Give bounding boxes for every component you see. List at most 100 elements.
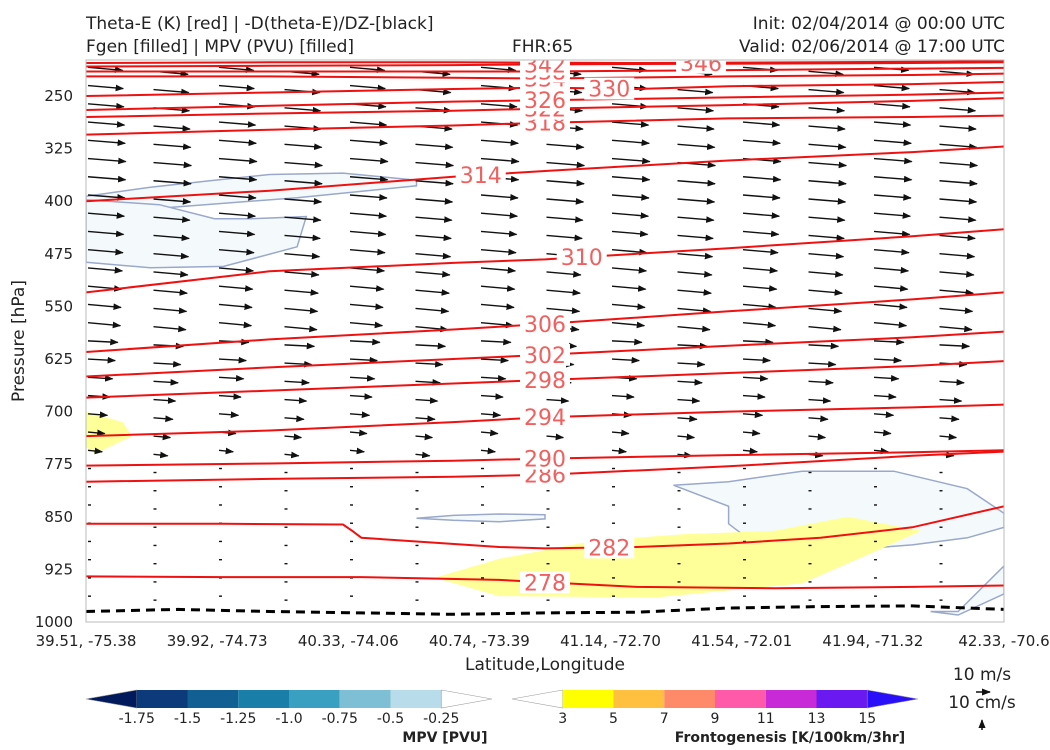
wind-vector: [742, 266, 779, 274]
y-tick-label: 550: [44, 297, 73, 315]
contour-label-bg: [520, 369, 570, 392]
wind-vector: [218, 66, 255, 74]
wind-vector: [1005, 231, 1041, 234]
x-tick-label: 39.51, -75.38: [36, 632, 137, 650]
wind-vector: [873, 303, 908, 311]
wind-vector: [611, 338, 643, 346]
wind-vector: [87, 139, 126, 147]
theta-e-label-310: 310: [561, 246, 603, 271]
wind-vector: [218, 375, 245, 382]
wind-vector: [1005, 414, 1024, 416]
wind-vector: [677, 125, 715, 132]
wind-vector: [349, 447, 366, 455]
wind-vector: [546, 143, 585, 151]
wind-vector: [480, 338, 512, 346]
wind-vector: [939, 88, 976, 96]
wind-vector: [677, 252, 714, 260]
wind-vector: [349, 84, 387, 92]
x-tick-label: 40.33, -74.06: [298, 632, 399, 650]
wind-vector: [742, 175, 782, 183]
wind-vector: [873, 338, 905, 346]
chart-title-line1: Theta-E (K) [red] | -D(theta-E)/DZ-[blac…: [86, 14, 434, 34]
wind-vector: [284, 397, 308, 404]
wind-vector: [87, 102, 125, 110]
wind-vector: [808, 433, 827, 441]
wind-vector: [677, 307, 712, 315]
wind-vector: [873, 447, 890, 455]
theta-e-label-342: 342: [524, 53, 566, 78]
theta-e-contour-314: [86, 145, 1004, 203]
init-time: Init: 02/04/2014 @ 00:00 UTC: [752, 14, 1005, 34]
wind-vector: [677, 179, 716, 187]
wind-vector: [87, 66, 124, 74]
wind-vector: [873, 356, 903, 364]
wind-vector: [480, 102, 518, 110]
wind-vector: [1005, 177, 1043, 180]
wind-vector: [939, 289, 974, 296]
y-tick-label: 475: [44, 245, 73, 263]
contour-label-bg: [676, 60, 727, 74]
theta-e-label-282: 282: [588, 536, 630, 561]
colorbar-tick-label: 9: [711, 711, 720, 727]
wind-vector: [873, 175, 913, 183]
wind-vector: [1005, 195, 1042, 198]
wind-vector: [480, 248, 517, 256]
wind-vector: [808, 234, 845, 242]
mpv-colorbar: -1.75 -1.5 -1.25 -1.0 -0.75 -0.5 -0.25: [85, 689, 493, 727]
wind-vector: [611, 230, 649, 238]
wind-vector: [480, 285, 516, 292]
colorbar-cell: [715, 690, 766, 708]
wind-vector: [742, 121, 781, 128]
x-tick-label: 40.74, -73.39: [429, 632, 530, 650]
theta-e-label-330: 330: [588, 78, 630, 103]
wind-vector: [87, 157, 127, 165]
wind-vector: [218, 303, 253, 311]
wind-vector: [677, 88, 714, 96]
wind-vector: [546, 397, 570, 404]
wind-vector: [677, 216, 715, 223]
wind-vector: [349, 303, 384, 311]
wind-vector: [218, 266, 255, 274]
wind-speed-ref-label: 10 m/s: [953, 665, 1011, 685]
colorbar-tick-label: 15: [858, 711, 876, 727]
colorbar-cell: [187, 690, 239, 708]
colorbar-tick-label: 7: [660, 711, 669, 727]
wind-vector: [939, 397, 963, 404]
wind-vector: [349, 338, 381, 346]
wind-vector: [284, 307, 319, 315]
contour-label-bg: [520, 312, 570, 335]
wind-vector: [415, 397, 439, 404]
wind-vector: [1005, 304, 1038, 307]
wind-vector: [939, 143, 978, 151]
wind-vector: [546, 270, 582, 278]
wind-vector: [808, 307, 843, 315]
wind-vector: [742, 375, 769, 382]
wind-vector: [480, 393, 504, 400]
wind-vector: [1005, 396, 1027, 398]
wind-vector: [87, 212, 126, 219]
wind-vector: [611, 175, 651, 183]
wind-vector: [349, 194, 388, 201]
wind-vector: [284, 360, 313, 368]
wind-vector: [349, 266, 386, 274]
wind-vector: [742, 321, 777, 329]
wind-vector: [873, 194, 912, 201]
wind-vector: [546, 433, 565, 441]
theta-e-label-294: 294: [524, 406, 566, 431]
wind-vector: [415, 433, 434, 441]
wind-vector: [349, 212, 388, 219]
wind-vector: [415, 307, 450, 315]
wind-vector: [218, 285, 254, 292]
colorbar-cell: [664, 690, 715, 708]
wind-vector: [284, 143, 323, 151]
wind-vector: [611, 139, 650, 147]
y-tick-label: 250: [44, 87, 73, 105]
y-tick-label: 925: [44, 560, 73, 578]
colorbar-tick-label: -0.75: [322, 711, 358, 727]
wind-vector: [153, 216, 191, 223]
wind-vector: [1005, 250, 1040, 253]
wind-vector: [677, 143, 716, 151]
wind-vector: [808, 289, 843, 296]
wind-vector: [742, 429, 761, 437]
wind-vector: [218, 157, 258, 165]
